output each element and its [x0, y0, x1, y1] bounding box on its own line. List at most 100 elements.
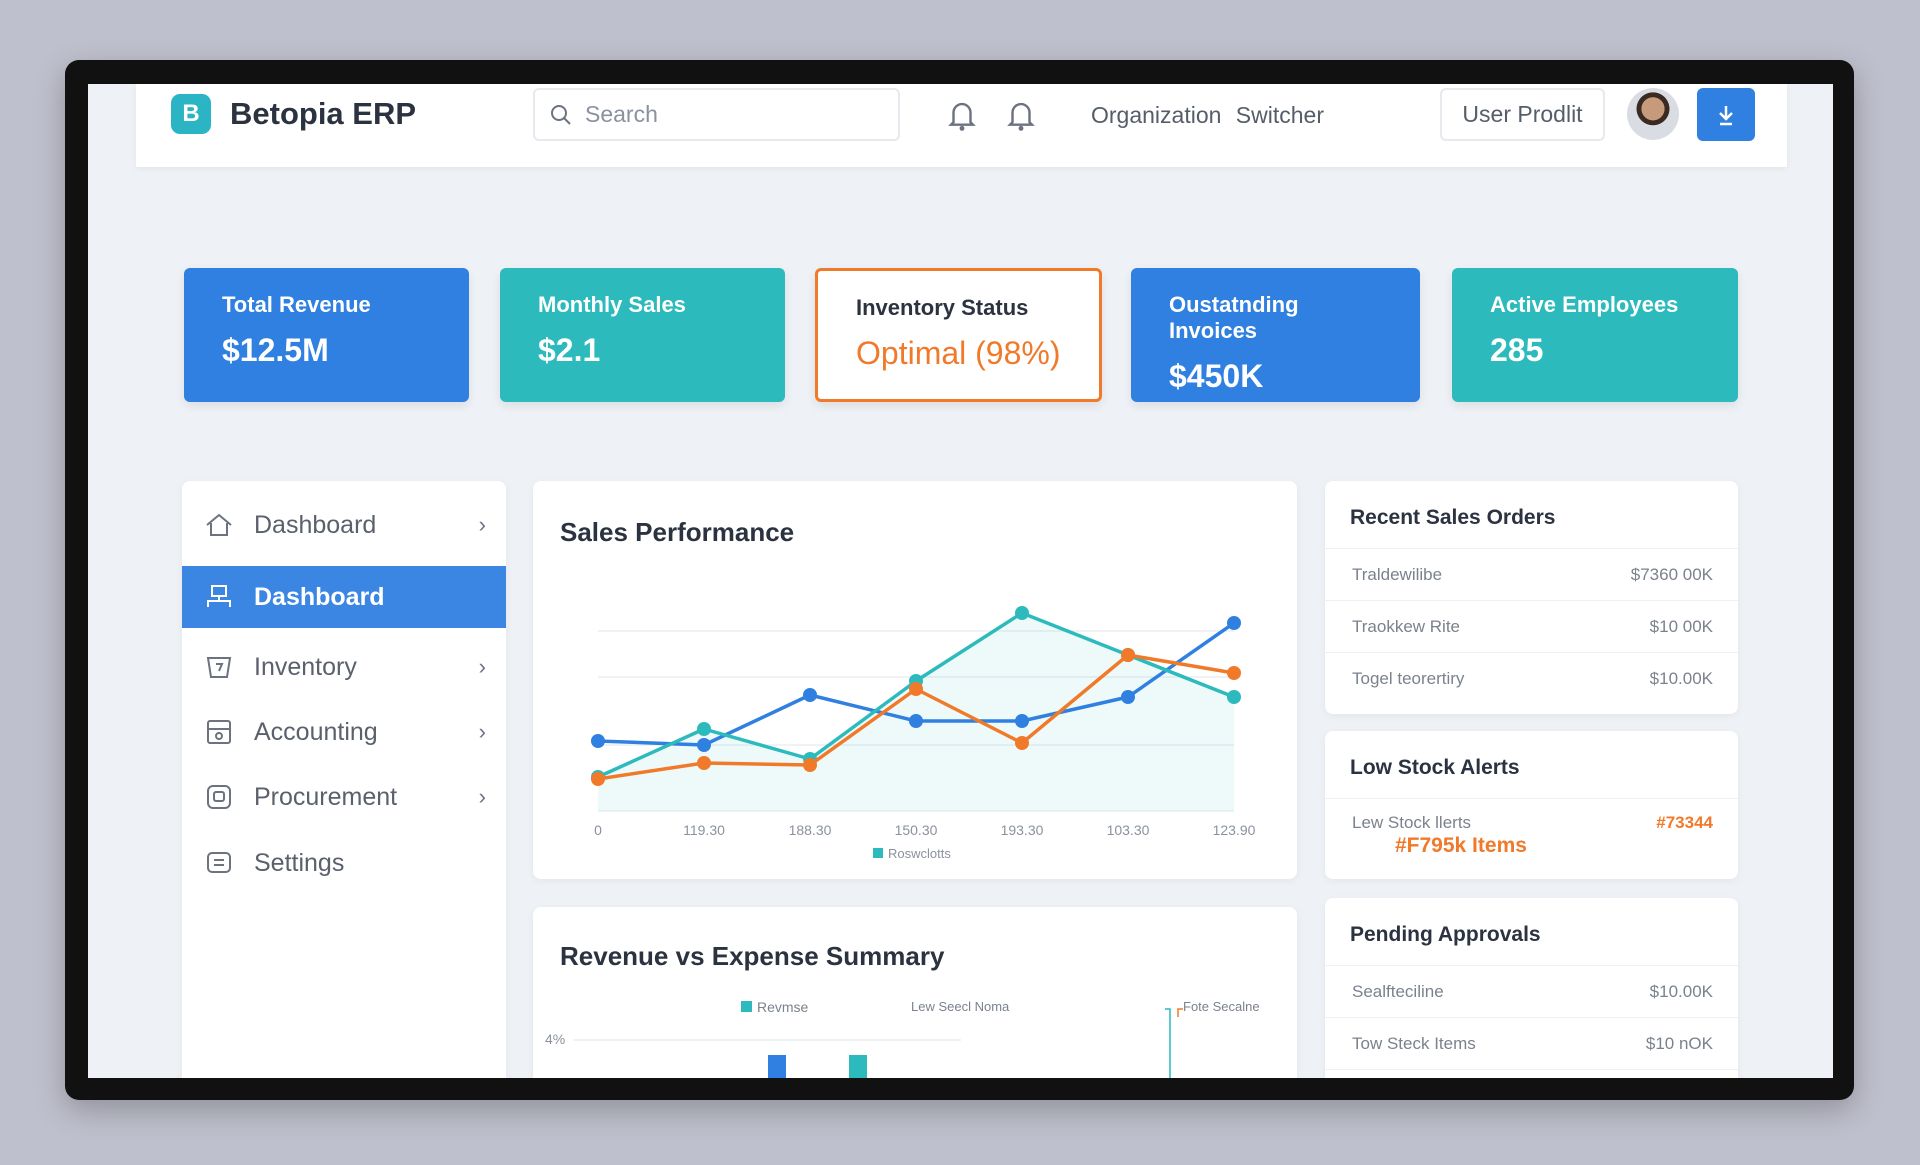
- sidebar-item-label: Accounting: [254, 717, 378, 746]
- brand-name: Betopia ERP: [230, 96, 417, 131]
- alert-highlight: #F795k Items: [1395, 834, 1527, 857]
- sales-line-chart: 0 119.30 188.30 150.30 193.30 103.30 123.90 Ros…: [591, 606, 1256, 861]
- logo: B: [171, 94, 211, 134]
- data-point: [1121, 690, 1135, 704]
- kpi-inventory-status[interactable]: Inventory Status Optimal (98%): [815, 268, 1102, 402]
- bar-legend: Revmse: [741, 999, 808, 1015]
- search-placeholder: Search: [585, 101, 658, 127]
- search-input[interactable]: Search: [533, 88, 900, 141]
- download-button[interactable]: [1697, 88, 1755, 141]
- order-name: Traokkew Rite: [1352, 616, 1461, 636]
- legend-swatch: [873, 848, 883, 858]
- sidebar-item-settings[interactable]: Settings: [182, 832, 506, 894]
- leader-line: [1177, 1008, 1183, 1017]
- approval-amount: $10.00K: [1649, 981, 1713, 1001]
- sidebar: Dashboard › Dashboard Inventory › Accounti…: [182, 481, 506, 1078]
- revenue-expense-chart: 4%: [545, 1008, 1183, 1078]
- sidebar-item-label: Procurement: [254, 782, 398, 811]
- kpi-outstanding-invoices[interactable]: Oustatnding Invoices $450K: [1131, 268, 1420, 402]
- card-title: Recent Sales Orders: [1350, 506, 1556, 529]
- chevron-right-icon: ›: [478, 784, 486, 809]
- sidebar-item-accounting[interactable]: Accounting ›: [182, 701, 506, 763]
- data-point: [697, 722, 711, 736]
- settings-icon: [207, 852, 231, 873]
- sidebar-item-inventory[interactable]: Inventory ›: [182, 636, 506, 698]
- bell-icon[interactable]: [947, 98, 977, 132]
- data-point: [1121, 648, 1135, 662]
- approval-row[interactable]: Sealfteciline $10.00K: [1325, 965, 1738, 1017]
- data-point: [591, 734, 605, 748]
- basket-icon: [206, 657, 232, 678]
- data-point: [1227, 616, 1241, 630]
- bar: [768, 1055, 786, 1078]
- download-icon: [1719, 105, 1733, 125]
- screen: B Betopia ERP Search Organization Switch…: [88, 84, 1833, 1078]
- x-tick-label: 119.30: [683, 822, 725, 838]
- data-point: [697, 756, 711, 770]
- card-title: Low Stock Alerts: [1350, 756, 1520, 779]
- card-title: Pending Approvals: [1350, 923, 1541, 946]
- kpi-total-revenue[interactable]: Total Revenue $12.5M: [184, 268, 469, 402]
- kpi-value: $2.1: [538, 332, 601, 368]
- kpi-monthly-sales[interactable]: Monthly Sales $2.1: [500, 268, 785, 402]
- order-row[interactable]: Togel teorertiry $10.00K: [1325, 652, 1738, 704]
- kpi-title: Monthly Sales: [538, 292, 686, 317]
- low-stock-row[interactable]: Lew Stock llerts #73344: [1325, 798, 1738, 878]
- legend-label: Revmse: [757, 999, 809, 1015]
- approval-row: [1325, 1069, 1738, 1078]
- chevron-right-icon: ›: [478, 719, 486, 744]
- data-point: [909, 682, 923, 696]
- order-amount: $10 00K: [1649, 616, 1713, 636]
- avatar[interactable]: [1627, 88, 1679, 140]
- sidebar-item-dashboard[interactable]: Dashboard ›: [182, 494, 506, 556]
- alert-value: #73344: [1656, 813, 1713, 832]
- kpi-value: $12.5M: [222, 332, 329, 368]
- data-point: [591, 772, 605, 786]
- approval-name: Tow Steck Items: [1352, 1033, 1476, 1053]
- x-tick-label: 103.30: [1107, 822, 1150, 838]
- sidebar-item-label: Settings: [254, 848, 345, 877]
- alert-label: Lew Stock llerts: [1352, 813, 1472, 832]
- chevron-right-icon: ›: [478, 654, 486, 679]
- order-row[interactable]: Traokkew Rite $10 00K: [1325, 600, 1738, 652]
- data-point: [803, 688, 817, 702]
- approval-row[interactable]: Tow Steck Items $10 nOK: [1325, 1017, 1738, 1069]
- user-profile-button[interactable]: User Prodlit: [1440, 88, 1605, 141]
- legend-label: Roswclotts: [888, 846, 951, 861]
- calculator-icon: [207, 720, 231, 744]
- data-point: [1015, 736, 1029, 750]
- order-row[interactable]: Traldewilibe $7360 00K: [1325, 548, 1738, 600]
- chart-title: Sales Performance: [560, 517, 795, 547]
- data-point: [1015, 606, 1029, 620]
- kpi-active-employees[interactable]: Active Employees 285: [1452, 268, 1738, 402]
- chevron-right-icon: ›: [478, 512, 486, 537]
- sidebar-item-dashboard-active[interactable]: Dashboard: [182, 566, 506, 628]
- kpi-title: Oustatnding Invoices: [1169, 292, 1299, 343]
- x-tick-label: 0: [594, 822, 602, 838]
- y-tick-label: 4%: [545, 1031, 565, 1047]
- bell-icon[interactable]: [1006, 98, 1036, 132]
- box-icon: [207, 785, 231, 809]
- sidebar-item-label: Dashboard: [254, 582, 385, 611]
- order-amount: $10.00K: [1649, 668, 1713, 688]
- top-header: B Betopia ERP Search Organization Switch…: [136, 84, 1787, 167]
- data-point: [1015, 714, 1029, 728]
- kpi-value: Optimal (98%): [856, 335, 1061, 371]
- data-point: [1227, 666, 1241, 680]
- donut-label: Lew Seecl Noma: [911, 999, 1010, 1014]
- kpi-title: Total Revenue: [222, 292, 371, 317]
- kpi-value: $450K: [1169, 358, 1264, 394]
- sales-performance-card: Sales Performance 0 119.30 188.30 150.30 193…: [533, 481, 1297, 879]
- area-fill: [598, 613, 1234, 811]
- x-tick-label: 188.30: [789, 822, 832, 838]
- data-point: [803, 758, 817, 772]
- approval-name: Sealfteciline: [1352, 981, 1444, 1001]
- order-amount: $7360 00K: [1630, 564, 1713, 584]
- sidebar-item-label: Inventory: [254, 652, 357, 681]
- organization-switcher[interactable]: Organization Switcher: [1091, 102, 1324, 128]
- donut-label: Fote Secalne: [1183, 999, 1260, 1014]
- legend-swatch: [741, 1001, 752, 1012]
- leader-line: [1165, 1008, 1171, 1078]
- sidebar-item-procurement[interactable]: Procurement ›: [182, 766, 506, 828]
- x-tick-label: 150.30: [895, 822, 938, 838]
